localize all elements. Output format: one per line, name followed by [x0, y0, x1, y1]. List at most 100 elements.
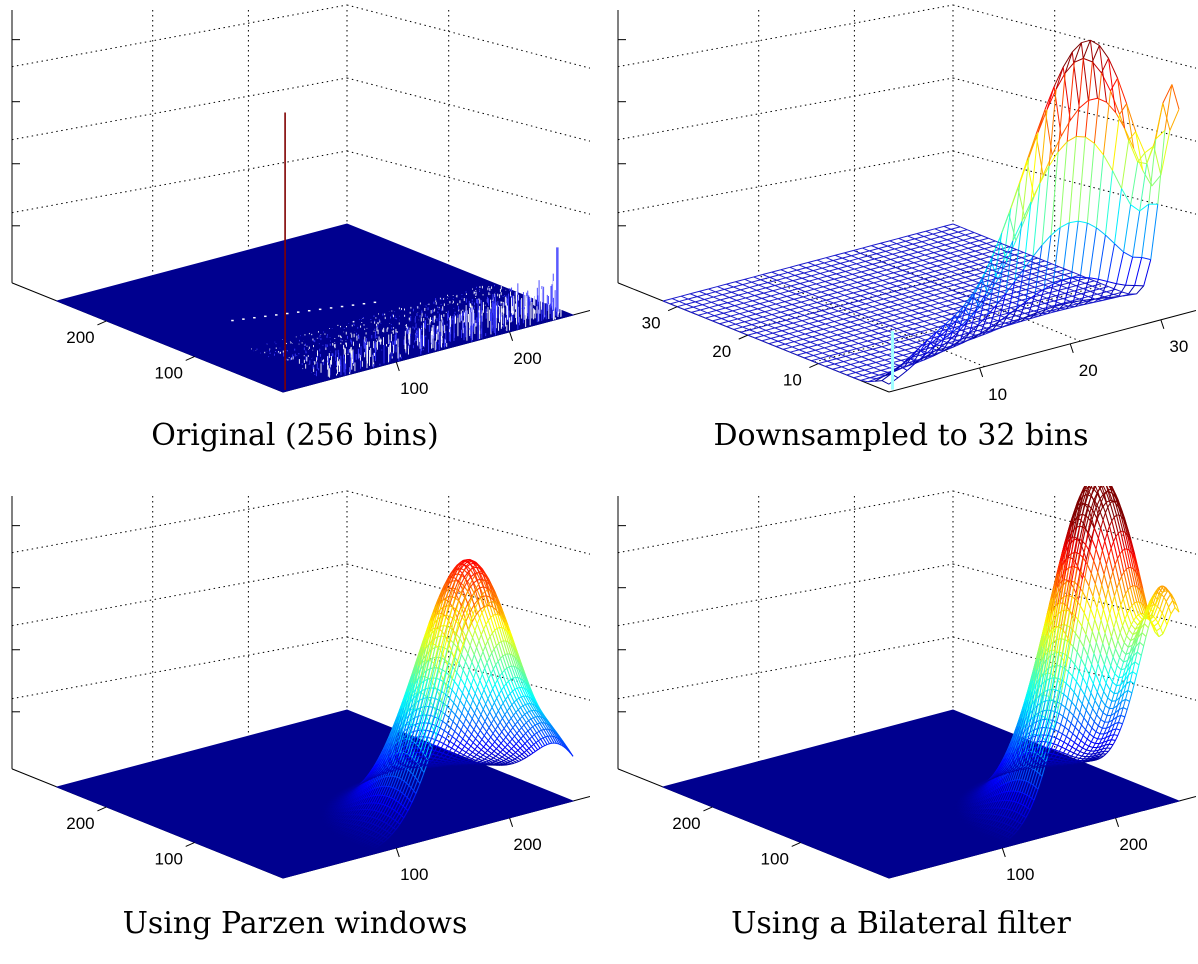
down-grid-line	[894, 333, 903, 338]
down-grid-line	[950, 292, 960, 297]
parzen-mesh-line	[419, 714, 425, 730]
down-grid-line	[662, 300, 671, 305]
parzen-mesh-line	[530, 697, 536, 706]
down-grid-line	[977, 245, 985, 250]
down-grid-line	[961, 287, 969, 292]
down-grid-line	[853, 377, 861, 381]
down-grid-line	[822, 307, 832, 312]
parzen-mesh-line	[503, 728, 509, 735]
down-grid-line	[1155, 130, 1166, 140]
parzen-mesh-line	[321, 806, 326, 810]
down-grid-line	[853, 332, 863, 336]
down-grid-wall-left-1	[617, 77, 954, 141]
down-grid-line	[849, 342, 859, 347]
down-grid-line	[909, 315, 918, 319]
down-grid-line	[958, 271, 968, 276]
down-grid-line	[808, 344, 818, 348]
down-grid-line	[907, 320, 916, 325]
down-grid-line	[955, 305, 964, 321]
down-grid-line	[872, 346, 882, 350]
down-grid-line	[986, 327, 994, 331]
parzen-mesh-line	[489, 711, 495, 720]
parzen-mesh-line	[393, 722, 399, 736]
down-grid-line	[1007, 251, 1015, 256]
down-grid-line	[987, 261, 995, 266]
down-grid-line	[763, 292, 771, 297]
down-grid-line	[799, 323, 810, 327]
down-grid-line	[967, 271, 975, 276]
down-grid-line	[1073, 288, 1084, 292]
down-grid-line	[715, 291, 723, 296]
down-grid-line	[1000, 314, 1009, 328]
down-grid-line	[761, 297, 769, 302]
parzen-mesh-line	[344, 786, 349, 789]
parzen-mesh-line	[497, 614, 503, 628]
down-grid-line	[925, 270, 936, 275]
down-x-tick-label-0: 10	[988, 385, 1007, 404]
parzen-mesh-line	[332, 814, 338, 819]
down-grid-line	[837, 292, 845, 296]
parzen-mesh-line	[517, 709, 523, 717]
parzen-mesh-line	[492, 668, 498, 681]
parzen-mesh-line	[350, 809, 356, 816]
down-grid-line	[1171, 84, 1180, 110]
down-grid-line	[997, 277, 1005, 282]
parzen-mesh-line	[514, 689, 520, 699]
parzen-mesh-line	[319, 816, 324, 820]
down-grid-line	[955, 236, 964, 241]
down-grid-line	[784, 298, 795, 303]
down-grid-line	[962, 237, 973, 241]
down-grid-line	[1082, 40, 1091, 59]
parzen-mesh-line	[517, 677, 523, 688]
down-grid-line	[802, 293, 813, 298]
down-grid-line	[748, 308, 758, 312]
parzen-mesh-line	[465, 751, 471, 756]
down-grid-line	[882, 279, 890, 284]
down-grid-line	[854, 308, 864, 312]
parzen-mesh-line	[472, 699, 478, 708]
parzen-mesh-line	[370, 817, 376, 824]
down-grid-line	[1162, 103, 1171, 131]
down-grid-line	[722, 294, 730, 298]
down-grid-line	[864, 369, 872, 374]
parzen-mesh-line	[520, 696, 526, 705]
parzen-mesh-line	[376, 834, 382, 839]
down-grid-line	[724, 286, 734, 290]
parzen-mesh-line	[556, 737, 562, 746]
parzen-mesh-line	[540, 729, 546, 738]
parzen-mesh-line	[518, 730, 524, 737]
down-grid-line	[838, 268, 846, 272]
down-grid-line	[735, 321, 745, 325]
down-grid-line	[954, 327, 962, 331]
down-grid-line	[1041, 234, 1052, 246]
parzen-mesh-line	[442, 702, 448, 707]
down-grid-line	[800, 301, 809, 306]
down-grid-line	[984, 248, 992, 253]
down-grid-line	[786, 338, 795, 343]
down-grid-line	[811, 317, 819, 322]
down-grid-line	[1004, 278, 1014, 282]
down-grid-line	[807, 262, 816, 266]
parzen-mesh-line	[451, 689, 457, 696]
down-grid-line	[784, 341, 795, 345]
parzen-mesh-line	[521, 687, 527, 697]
down-grid-line	[866, 361, 876, 366]
parzen-mesh-line	[363, 796, 369, 805]
down-grid-line	[878, 290, 886, 295]
parzen-mesh-line	[460, 576, 466, 586]
parzen-mesh-line	[436, 600, 442, 615]
down-grid-line	[758, 324, 769, 328]
parzen-mesh-line	[355, 809, 361, 816]
parzen-mesh-line	[357, 840, 362, 845]
down-grid-line	[1099, 45, 1109, 59]
down-grid-line	[1037, 109, 1046, 133]
down-grid-line	[990, 274, 998, 279]
down-grid-line	[1124, 128, 1135, 149]
down-grid-line	[1108, 286, 1116, 290]
parzen-mesh-line	[494, 614, 500, 628]
parzen-mesh-line	[406, 724, 412, 739]
parzen-mesh-line	[522, 705, 528, 713]
down-grid-line	[860, 377, 870, 381]
down-grid-line	[1050, 287, 1059, 291]
down-grid-line	[877, 354, 888, 358]
